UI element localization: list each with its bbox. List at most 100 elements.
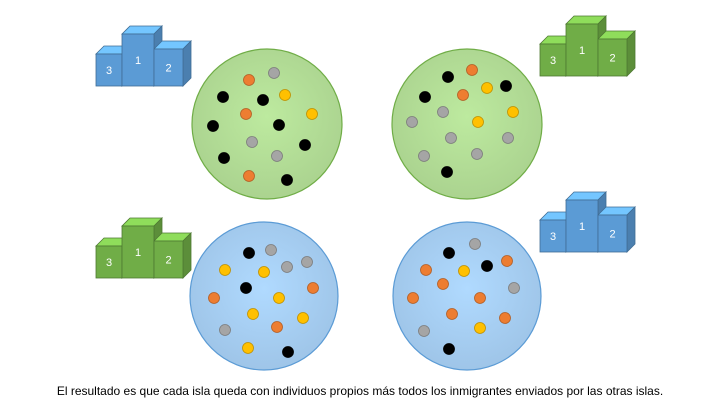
individual-gray xyxy=(445,132,457,144)
podium-rank-label: 2 xyxy=(165,63,171,75)
individual-yellow xyxy=(297,312,309,324)
individual-orange xyxy=(240,108,252,120)
island-bottom-left xyxy=(189,221,339,371)
island-top-left xyxy=(191,48,343,200)
individual-black xyxy=(442,71,454,83)
individual-orange xyxy=(243,74,255,86)
podium-step xyxy=(597,214,628,253)
podium-step-side xyxy=(626,206,636,253)
individual-orange xyxy=(499,312,511,324)
individual-yellow xyxy=(279,89,291,101)
individual-black xyxy=(240,282,252,294)
podium-rank-label: 1 xyxy=(135,247,141,259)
podium-step xyxy=(597,38,628,77)
individual-gray xyxy=(437,106,449,118)
podium-step-side xyxy=(626,30,636,77)
island-circle xyxy=(191,48,343,200)
individual-black xyxy=(282,346,294,358)
individual-yellow xyxy=(258,266,270,278)
individual-orange xyxy=(243,170,255,182)
individual-gray xyxy=(271,150,283,162)
podium-step xyxy=(539,219,567,253)
individual-gray xyxy=(418,325,430,337)
individual-yellow xyxy=(306,108,318,120)
podium-step-side xyxy=(182,40,192,87)
podium-rank-label: 3 xyxy=(550,55,556,67)
individual-gray xyxy=(502,132,514,144)
podium-step-side xyxy=(182,232,192,279)
individual-orange xyxy=(446,308,458,320)
individual-gray xyxy=(281,261,293,273)
individual-gray xyxy=(418,150,430,162)
podium-rank-label: 1 xyxy=(579,45,585,57)
individual-black xyxy=(273,119,285,131)
individual-gray xyxy=(265,244,277,256)
podium-blue-icon: 3 1 2 xyxy=(539,191,636,253)
individual-orange xyxy=(208,292,220,304)
individual-orange xyxy=(420,264,432,276)
individual-black xyxy=(419,91,431,103)
individual-yellow xyxy=(273,292,285,304)
individual-black xyxy=(217,91,229,103)
individual-gray xyxy=(246,136,258,148)
individual-gray xyxy=(219,324,231,336)
podium-step xyxy=(95,245,123,279)
individual-yellow xyxy=(481,82,493,94)
individual-gray xyxy=(469,238,481,250)
individual-orange xyxy=(457,89,469,101)
individual-gray xyxy=(301,256,313,268)
podium-step xyxy=(153,240,184,279)
podium-step xyxy=(565,23,599,77)
individual-black xyxy=(299,139,311,151)
individual-black xyxy=(481,260,493,272)
individual-gray xyxy=(508,282,520,294)
caption: El resultado es que cada isla queda con … xyxy=(56,384,664,398)
individual-yellow xyxy=(474,322,486,334)
podium-green-icon: 3 1 2 xyxy=(95,217,192,279)
podium-step xyxy=(539,43,567,77)
podium-rank-label: 2 xyxy=(609,53,615,65)
individual-yellow xyxy=(247,308,259,320)
podium-blue-icon: 3 1 2 xyxy=(95,25,192,87)
individual-yellow xyxy=(242,342,254,354)
individual-black xyxy=(500,80,512,92)
individual-orange xyxy=(474,292,486,304)
podium-rank-label: 3 xyxy=(106,257,112,269)
individual-gray xyxy=(471,148,483,160)
podium-rank-label: 3 xyxy=(550,231,556,243)
island-bottom-right xyxy=(392,221,542,371)
individual-yellow xyxy=(219,264,231,276)
individual-orange xyxy=(307,282,319,294)
podium-rank-label: 3 xyxy=(106,65,112,77)
podium-step xyxy=(121,33,155,87)
podium-rank-label: 2 xyxy=(165,255,171,267)
individual-gray xyxy=(268,67,280,79)
individual-black xyxy=(443,343,455,355)
podium-step xyxy=(153,48,184,87)
podium-rank-label: 2 xyxy=(609,229,615,241)
podium-rank-label: 1 xyxy=(579,221,585,233)
podium-green-icon: 3 1 2 xyxy=(539,15,636,77)
individual-black xyxy=(443,247,455,259)
island-top-right xyxy=(391,48,543,200)
individual-orange xyxy=(466,64,478,76)
individual-yellow xyxy=(507,106,519,118)
individual-black xyxy=(257,94,269,106)
individual-black xyxy=(207,120,219,132)
individual-black xyxy=(281,174,293,186)
individual-orange xyxy=(271,321,283,333)
podium-step xyxy=(95,53,123,87)
individual-orange xyxy=(437,278,449,290)
podium-rank-label: 1 xyxy=(135,55,141,67)
individual-black xyxy=(441,166,453,178)
individual-orange xyxy=(407,292,419,304)
individual-orange xyxy=(501,255,513,267)
podium-step xyxy=(565,199,599,253)
individual-yellow xyxy=(458,265,470,277)
individual-black xyxy=(218,152,230,164)
individual-yellow xyxy=(472,116,484,128)
individual-black xyxy=(243,247,255,259)
podium-step xyxy=(121,225,155,279)
individual-gray xyxy=(406,116,418,128)
